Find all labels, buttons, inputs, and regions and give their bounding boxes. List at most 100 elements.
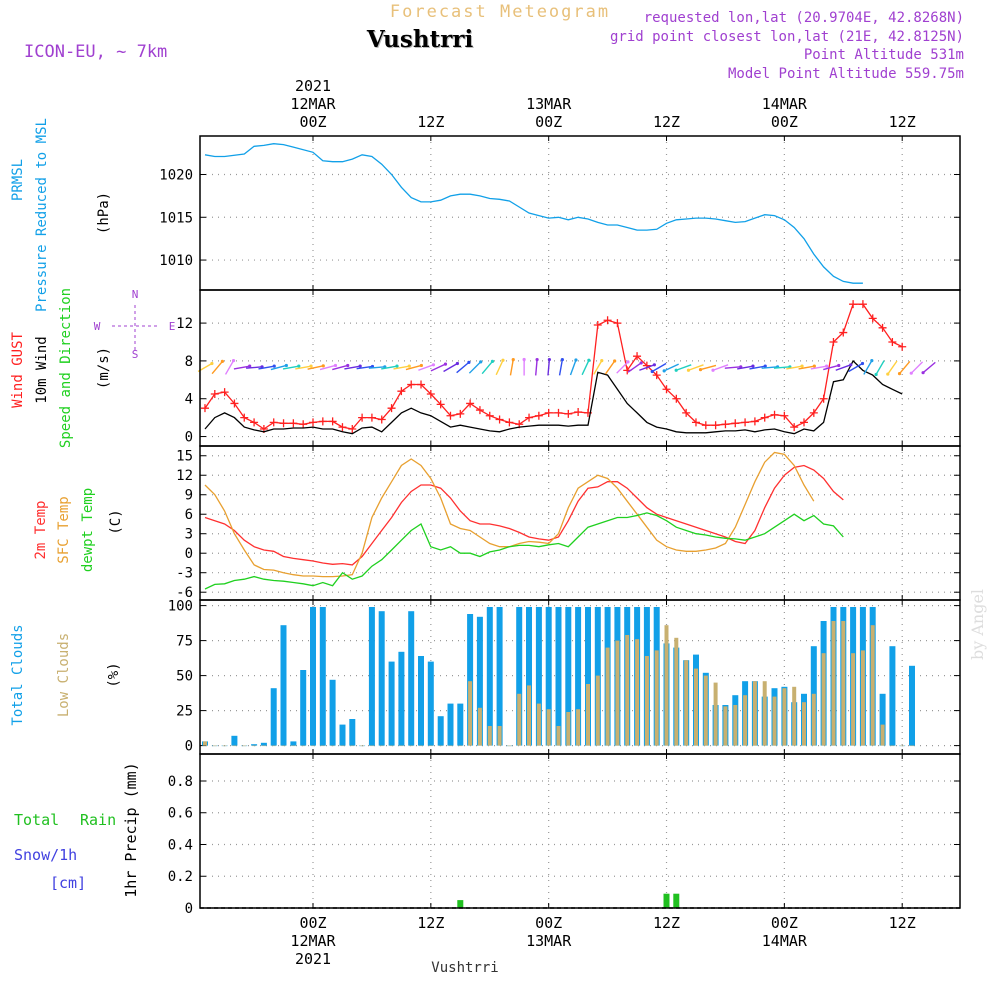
wind-direction-arrow bbox=[224, 360, 235, 375]
wind-arrow-head bbox=[358, 364, 362, 368]
cloud-bar-total bbox=[585, 607, 591, 746]
time-tick-top-label: 00Z bbox=[771, 113, 798, 131]
cloud-bar-low bbox=[821, 653, 826, 746]
cloud-bar-low bbox=[232, 745, 237, 747]
gust-marker bbox=[819, 394, 828, 403]
gust-marker bbox=[849, 300, 858, 309]
wind-arrow-head bbox=[650, 369, 654, 374]
wind-direction-arrow bbox=[418, 364, 434, 371]
wind-arrow-head bbox=[231, 358, 236, 363]
gust-marker bbox=[495, 415, 504, 424]
wind-direction-arrow bbox=[481, 360, 493, 375]
chart-title: Forecast Meteogram bbox=[389, 2, 611, 22]
cloud-bar-total bbox=[545, 607, 552, 746]
pressure-label-prmsl: PRMSL bbox=[10, 159, 26, 201]
date-bottom-label: 14MAR bbox=[762, 932, 808, 950]
gust-marker bbox=[741, 418, 750, 427]
wind-arrow-head bbox=[284, 363, 288, 368]
cloud-bar-low bbox=[389, 745, 394, 747]
cloud-bar-total bbox=[437, 716, 444, 746]
cloud-bar-low bbox=[684, 660, 689, 746]
temp-label-sfc: SFC Temp bbox=[56, 496, 72, 563]
gust-marker bbox=[829, 338, 838, 346]
gust-marker bbox=[839, 328, 848, 337]
point-altitude: Point Altitude 531m bbox=[803, 47, 964, 63]
cloud-bar-total bbox=[427, 661, 434, 746]
cloud-bar-total bbox=[300, 670, 307, 746]
gust-marker bbox=[780, 411, 789, 420]
gust-marker bbox=[750, 417, 759, 426]
cloud-bar-total bbox=[368, 607, 375, 746]
wind-direction-arrow bbox=[616, 361, 629, 374]
cloud-bar-low bbox=[281, 745, 286, 747]
gust-marker bbox=[358, 413, 367, 422]
wind-direction-arrow bbox=[823, 364, 839, 371]
wind-arrow-head bbox=[479, 360, 483, 364]
wind-arrow-head bbox=[639, 361, 643, 365]
cloud-bar-low bbox=[615, 640, 620, 746]
cloud-bar-low bbox=[723, 706, 728, 746]
gust-marker bbox=[210, 390, 219, 398]
wind-direction-arrow bbox=[910, 361, 924, 374]
wind-direction-arrow bbox=[887, 360, 898, 375]
cloud-bar-low bbox=[782, 688, 787, 746]
gust-marker bbox=[279, 419, 288, 428]
y-tick-label: 50 bbox=[176, 669, 193, 685]
wind-direction-arrow bbox=[295, 365, 312, 370]
cloud-bar-low bbox=[242, 745, 247, 747]
gust-marker bbox=[505, 418, 514, 427]
time-tick-top-label: 12Z bbox=[417, 113, 444, 131]
time-tick-bottom-label: 00Z bbox=[771, 914, 798, 932]
cloud-bar-total bbox=[486, 607, 493, 746]
cloud-bar-low bbox=[851, 653, 856, 746]
gust-marker bbox=[407, 380, 416, 389]
cloud-bar-low bbox=[271, 745, 276, 747]
compass-cross-icon bbox=[112, 305, 160, 350]
cloud-bar-total bbox=[378, 611, 385, 746]
cloud-bar-low bbox=[350, 745, 355, 747]
panel-clouds: 0 25 50 75 100 bbox=[168, 599, 961, 755]
wind-arrow-head bbox=[860, 361, 865, 366]
cloud-bar-low bbox=[703, 675, 708, 746]
cloud-bar-low bbox=[890, 745, 895, 747]
gust-marker bbox=[436, 400, 445, 409]
wind-arrow-head bbox=[395, 364, 399, 368]
wind-arrow-head bbox=[511, 358, 515, 362]
gust-marker bbox=[672, 394, 681, 403]
wind-arrow-head bbox=[662, 369, 666, 373]
wind-direction-arrow bbox=[356, 365, 373, 370]
cloud-bar-low bbox=[438, 745, 443, 747]
gust-marker bbox=[534, 411, 543, 420]
gust-marker bbox=[426, 390, 435, 398]
compass-north: N bbox=[132, 288, 139, 301]
wind-arrow-head bbox=[467, 360, 471, 364]
wind-direction-arrow bbox=[848, 362, 863, 373]
wind-arrow-head bbox=[626, 360, 630, 364]
y-tick-label: 0 bbox=[185, 739, 193, 755]
gust-marker bbox=[603, 316, 612, 325]
y-tick-label: 25 bbox=[176, 704, 193, 720]
gust-marker bbox=[633, 352, 642, 361]
gust-marker bbox=[289, 419, 298, 428]
time-tick-bottom-label: 00Z bbox=[535, 914, 562, 932]
cloud-bar-low bbox=[654, 650, 659, 746]
gust-marker bbox=[328, 417, 337, 426]
wind-direction-arrow bbox=[688, 364, 704, 371]
precip-label-snow: Snow/1h bbox=[14, 846, 77, 864]
footer-location: Vushtrri bbox=[431, 960, 498, 976]
wind-direction-arrow bbox=[495, 359, 504, 376]
gust-marker bbox=[200, 404, 209, 413]
gust-marker bbox=[387, 404, 396, 413]
precip-unit-label: 1hr Precip (mm) bbox=[122, 762, 140, 897]
precip-bar-rain bbox=[663, 893, 670, 908]
wind-direction-arrow bbox=[593, 360, 603, 375]
wind-arrow-head bbox=[698, 367, 703, 372]
precip-label-total: Total bbox=[14, 811, 59, 829]
pressure-label-desc: Pressure Reduced to MSL bbox=[34, 118, 50, 312]
wind-direction-arrow bbox=[332, 364, 348, 371]
year-bottom-label: 2021 bbox=[295, 950, 331, 968]
wind-direction-arrow bbox=[712, 364, 729, 371]
wind-arrow-head bbox=[600, 358, 604, 363]
wind-arrow-head bbox=[248, 364, 252, 368]
wind-direction-arrow bbox=[258, 365, 275, 370]
